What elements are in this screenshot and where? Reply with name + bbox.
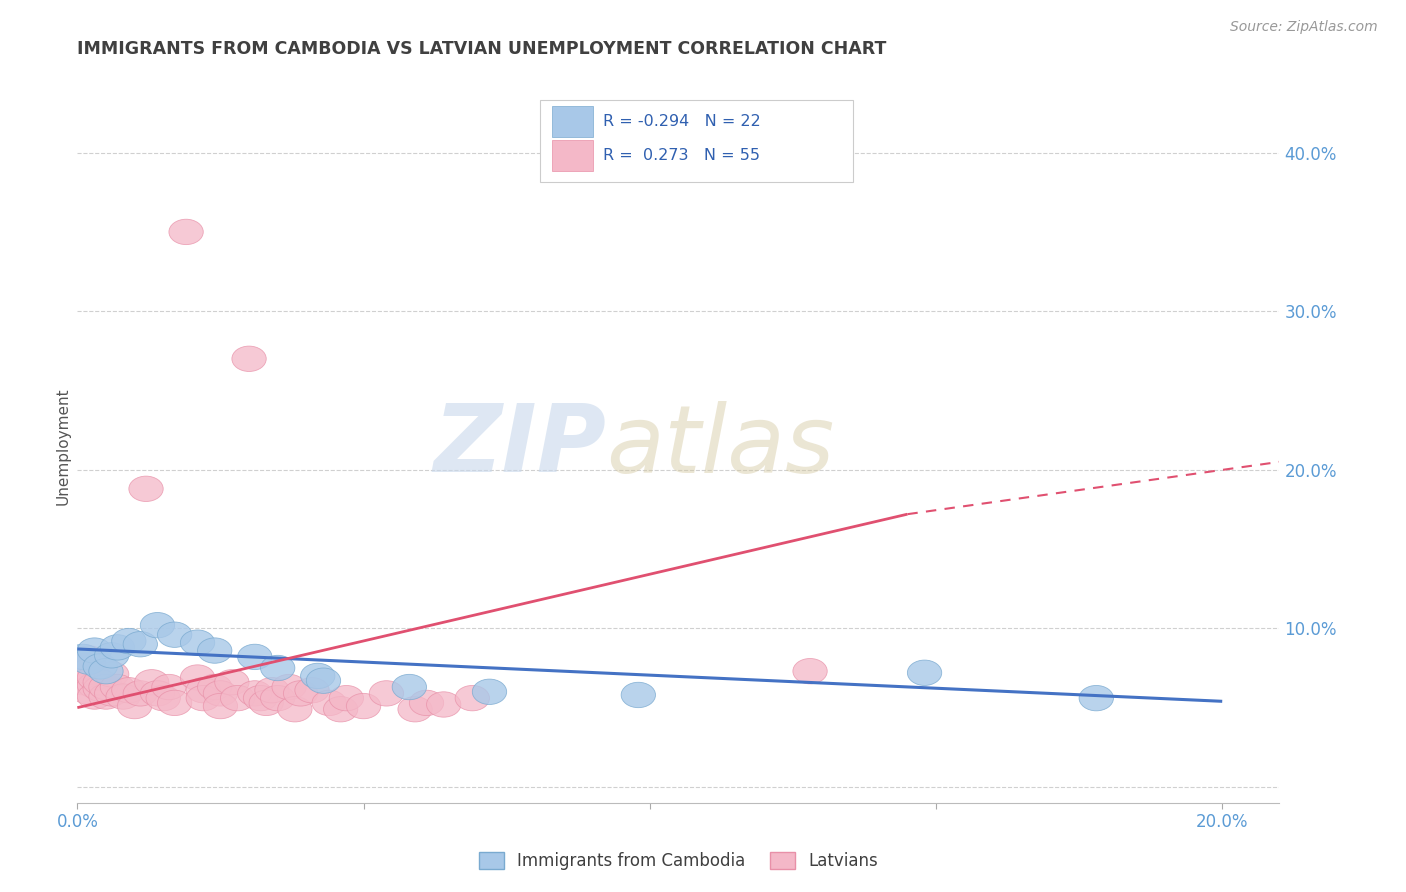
Ellipse shape bbox=[72, 649, 105, 674]
FancyBboxPatch shape bbox=[540, 100, 852, 182]
Ellipse shape bbox=[907, 660, 942, 685]
Text: IMMIGRANTS FROM CAMBODIA VS LATVIAN UNEMPLOYMENT CORRELATION CHART: IMMIGRANTS FROM CAMBODIA VS LATVIAN UNEM… bbox=[77, 40, 887, 58]
Text: R = -0.294   N = 22: R = -0.294 N = 22 bbox=[603, 114, 761, 128]
Ellipse shape bbox=[398, 697, 432, 722]
Ellipse shape bbox=[186, 678, 221, 703]
Ellipse shape bbox=[301, 664, 335, 689]
Ellipse shape bbox=[621, 682, 655, 707]
Ellipse shape bbox=[94, 681, 129, 706]
Ellipse shape bbox=[152, 674, 186, 699]
Ellipse shape bbox=[118, 693, 152, 719]
Ellipse shape bbox=[323, 697, 359, 722]
Ellipse shape bbox=[141, 613, 174, 638]
Ellipse shape bbox=[72, 679, 105, 705]
Ellipse shape bbox=[426, 692, 461, 717]
Ellipse shape bbox=[72, 646, 105, 671]
Ellipse shape bbox=[89, 674, 124, 699]
Ellipse shape bbox=[221, 685, 254, 711]
Text: Source: ZipAtlas.com: Source: ZipAtlas.com bbox=[1230, 20, 1378, 34]
Ellipse shape bbox=[124, 632, 157, 657]
Ellipse shape bbox=[284, 681, 318, 706]
Y-axis label: Unemployment: Unemployment bbox=[55, 387, 70, 505]
Ellipse shape bbox=[409, 690, 444, 715]
Ellipse shape bbox=[66, 654, 100, 679]
Ellipse shape bbox=[111, 678, 146, 703]
Ellipse shape bbox=[135, 670, 169, 695]
Ellipse shape bbox=[472, 679, 506, 705]
Ellipse shape bbox=[66, 670, 100, 695]
Ellipse shape bbox=[260, 685, 295, 711]
Ellipse shape bbox=[1080, 685, 1114, 711]
Ellipse shape bbox=[77, 665, 111, 690]
Ellipse shape bbox=[180, 665, 215, 690]
Ellipse shape bbox=[295, 678, 329, 703]
Ellipse shape bbox=[238, 644, 271, 670]
Ellipse shape bbox=[72, 658, 105, 684]
Text: ZIP: ZIP bbox=[433, 400, 606, 492]
Ellipse shape bbox=[89, 684, 124, 709]
Ellipse shape bbox=[271, 674, 307, 699]
Text: R =  0.273   N = 55: R = 0.273 N = 55 bbox=[603, 148, 759, 163]
Ellipse shape bbox=[260, 656, 295, 681]
Ellipse shape bbox=[329, 685, 364, 711]
Ellipse shape bbox=[254, 678, 290, 703]
Ellipse shape bbox=[307, 668, 340, 693]
Ellipse shape bbox=[141, 681, 174, 706]
Ellipse shape bbox=[392, 674, 426, 699]
Ellipse shape bbox=[89, 658, 124, 684]
Ellipse shape bbox=[77, 638, 111, 664]
Ellipse shape bbox=[456, 685, 489, 711]
Ellipse shape bbox=[198, 674, 232, 699]
Text: atlas: atlas bbox=[606, 401, 835, 491]
Ellipse shape bbox=[793, 658, 827, 684]
Ellipse shape bbox=[204, 681, 238, 706]
Ellipse shape bbox=[66, 644, 100, 670]
Ellipse shape bbox=[83, 676, 118, 701]
Ellipse shape bbox=[198, 638, 232, 664]
Ellipse shape bbox=[83, 654, 118, 679]
Ellipse shape bbox=[370, 681, 404, 706]
Ellipse shape bbox=[157, 690, 191, 715]
Ellipse shape bbox=[346, 693, 381, 719]
FancyBboxPatch shape bbox=[553, 105, 593, 137]
Ellipse shape bbox=[243, 685, 278, 711]
Ellipse shape bbox=[100, 674, 135, 699]
Ellipse shape bbox=[111, 628, 146, 654]
Ellipse shape bbox=[238, 681, 271, 706]
Ellipse shape bbox=[157, 622, 191, 648]
Ellipse shape bbox=[232, 346, 266, 371]
Ellipse shape bbox=[312, 690, 346, 715]
Ellipse shape bbox=[180, 630, 215, 656]
Ellipse shape bbox=[249, 690, 284, 715]
Ellipse shape bbox=[100, 635, 135, 660]
Legend: Immigrants from Cambodia, Latvians: Immigrants from Cambodia, Latvians bbox=[472, 845, 884, 877]
Ellipse shape bbox=[215, 670, 249, 695]
Ellipse shape bbox=[77, 684, 111, 709]
Ellipse shape bbox=[129, 476, 163, 501]
Ellipse shape bbox=[204, 693, 238, 719]
Ellipse shape bbox=[146, 685, 180, 711]
FancyBboxPatch shape bbox=[553, 140, 593, 171]
Ellipse shape bbox=[124, 681, 157, 706]
Ellipse shape bbox=[66, 664, 100, 689]
Ellipse shape bbox=[77, 673, 111, 698]
Ellipse shape bbox=[94, 642, 129, 668]
Ellipse shape bbox=[186, 685, 221, 711]
Ellipse shape bbox=[94, 662, 129, 687]
Ellipse shape bbox=[83, 670, 118, 695]
Ellipse shape bbox=[169, 219, 204, 244]
Ellipse shape bbox=[105, 684, 141, 709]
Ellipse shape bbox=[278, 697, 312, 722]
